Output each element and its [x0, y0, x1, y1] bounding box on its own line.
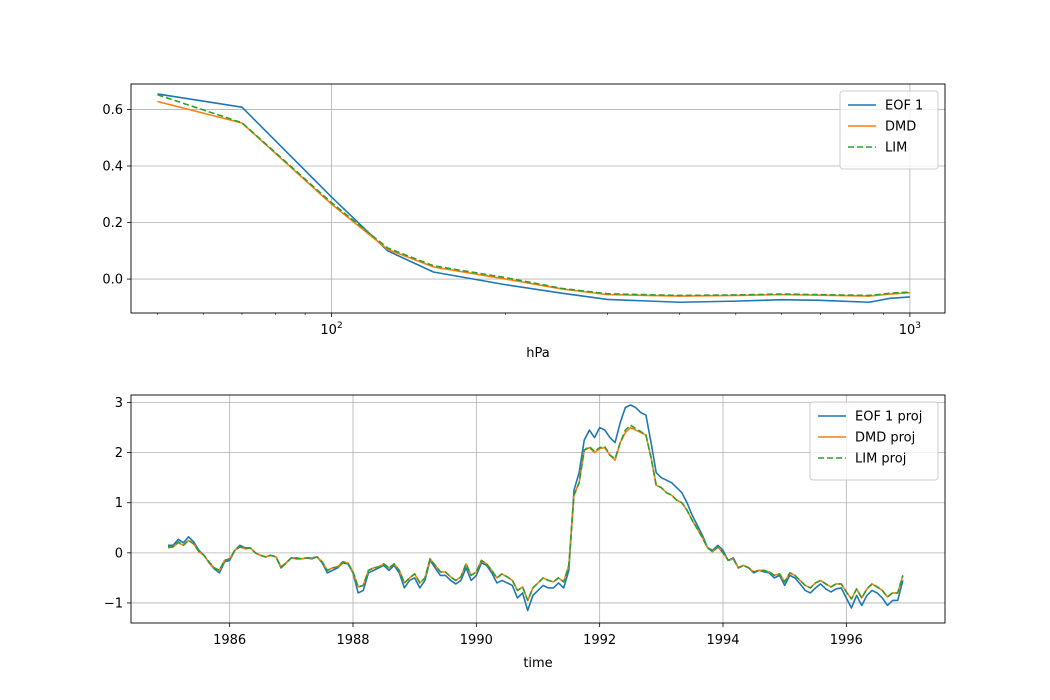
legend-label: EOF 1 [885, 99, 923, 114]
plot-frame [130, 83, 946, 314]
y-tick-label: −1 [104, 596, 123, 611]
x-axis-label: hPa [526, 346, 549, 361]
y-tick-label: 0.6 [102, 103, 123, 118]
y-tick-label: 2 [115, 446, 123, 461]
series-line-lim [157, 93, 910, 297]
x-tick-label-exponent: 2 [337, 321, 343, 331]
legend-label: LIM [885, 141, 907, 156]
legend-label: LIM proj [855, 452, 906, 467]
time-series-chart: 1986 1988 1990 1992 1994 1996 3 2 1 0 −1 time EOF 1 … [104, 394, 946, 671]
legend-label: DMD proj [855, 431, 915, 446]
plot-frame [130, 394, 946, 624]
y-tick-label: 0.0 [102, 273, 123, 288]
legend: EOF 1 proj DMD proj LIM proj [809, 401, 939, 481]
series-line-eof-1 [157, 93, 910, 304]
y-tick-label: 3 [115, 396, 123, 411]
legend-label: DMD [885, 120, 916, 135]
x-tick-label: 1992 [583, 633, 616, 648]
x-tick-label: 1996 [830, 633, 863, 648]
x-tick-label: 1990 [460, 633, 493, 648]
y-tick-label: 1 [115, 496, 123, 511]
x-tick-label: 1994 [706, 633, 739, 648]
x-tick-label: 1988 [336, 633, 369, 648]
x-tick-label-exponent: 3 [915, 321, 921, 331]
legend-box [809, 401, 939, 481]
legend-label: EOF 1 proj [855, 410, 922, 425]
legend-box [839, 90, 939, 170]
y-tick-label: 0.4 [102, 159, 123, 174]
x-tick-label: 1986 [213, 633, 246, 648]
series-line-lim-proj [168, 424, 904, 602]
x-axis-label: time [523, 656, 552, 671]
legend: EOF 1 DMD LIM [839, 90, 939, 170]
y-tick-label: 0 [115, 546, 123, 561]
y-tick-label: 0.2 [102, 216, 123, 231]
